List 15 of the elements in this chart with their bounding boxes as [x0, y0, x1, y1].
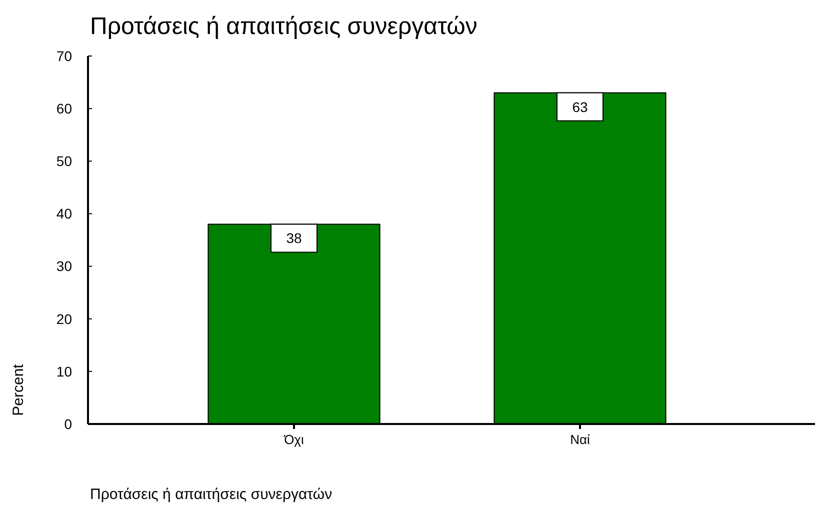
x-axis-title: Προτάσεις ή απαιτήσεις συνεργατών	[90, 486, 332, 503]
chart-title: Προτάσεις ή απαιτήσεις συνεργατών	[90, 13, 478, 40]
data-label: 38	[286, 230, 302, 246]
y-tick-label: 40	[56, 206, 72, 222]
x-tick-label: Όχι	[283, 432, 304, 447]
y-tick-label: 50	[56, 153, 72, 170]
y-tick-label: 20	[56, 310, 72, 327]
x-tick-label: Ναί	[570, 432, 590, 447]
y-tick-label: 30	[56, 258, 72, 274]
y-tick-label: 70	[56, 48, 72, 64]
y-axis-title: Percent	[10, 363, 27, 416]
y-tick-label: 0	[64, 416, 72, 432]
data-label: 63	[572, 98, 588, 115]
y-tick-label: 60	[56, 100, 72, 116]
y-tick-label: 10	[56, 363, 72, 380]
